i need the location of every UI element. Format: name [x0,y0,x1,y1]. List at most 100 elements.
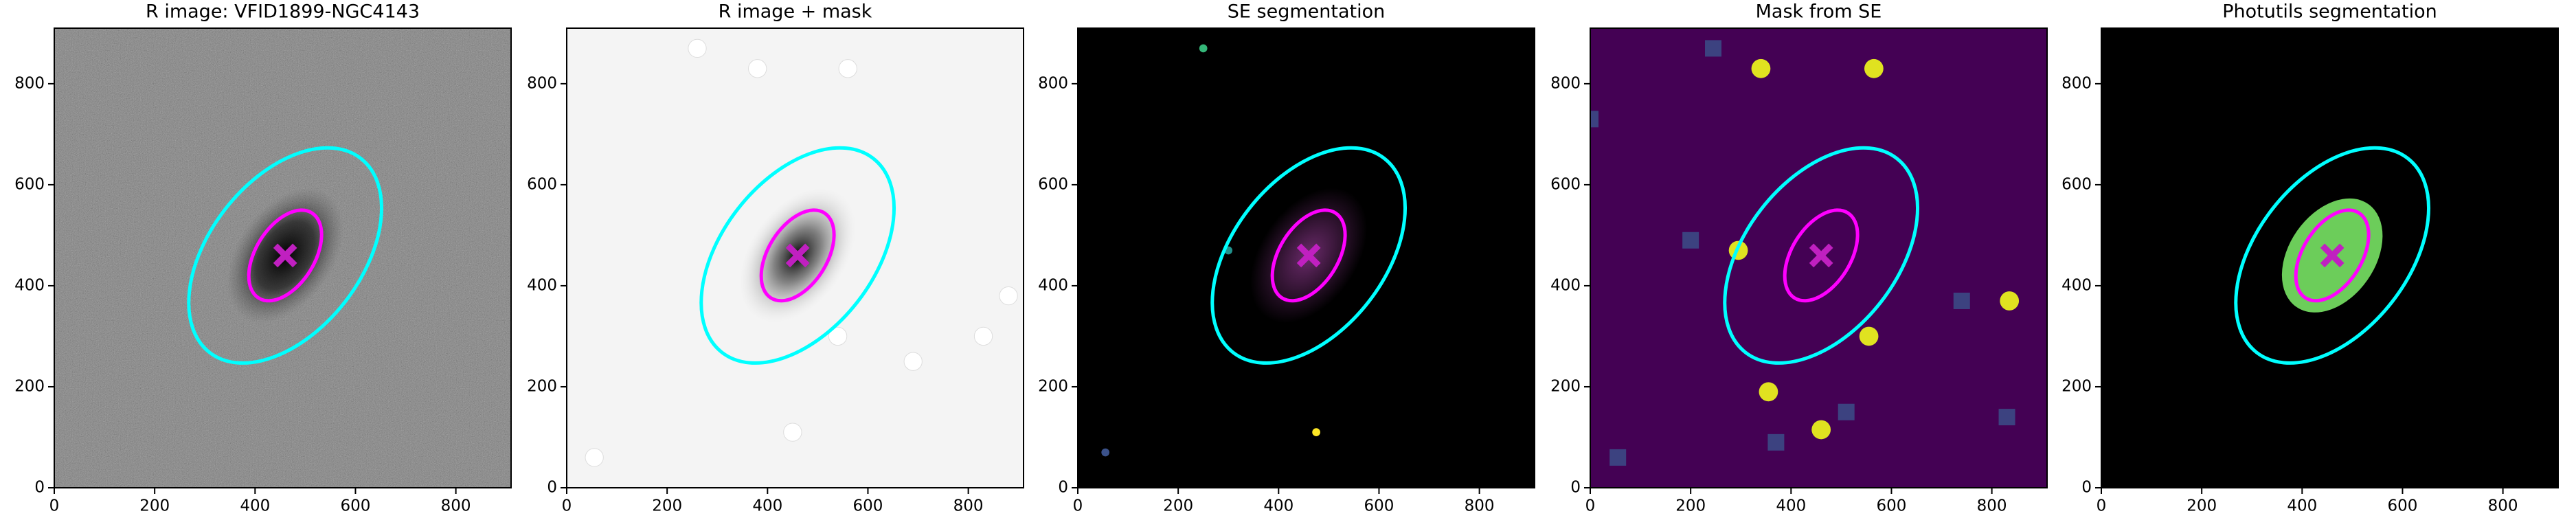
y-tick-label: 400 [1038,276,1068,294]
y-tick-label: 200 [2061,377,2092,395]
x-tick-label: 600 [1877,497,1907,515]
mask-region [1705,40,1722,57]
x-tick-label: 400 [240,497,270,515]
y-tick-label: 200 [1038,377,1068,395]
mask-source [1811,420,1831,440]
axes-frame [566,27,1024,488]
aperture-ellipse [1270,208,1347,303]
mask-source [1751,58,1771,78]
y-tick-label: 600 [2061,175,2092,193]
y-tick-label: 400 [1550,276,1581,294]
aperture-ellipse [2294,208,2371,303]
axes-frame [1077,27,1535,488]
segment [1199,44,1208,53]
x-tick-label: 200 [139,497,170,515]
axes-frame [1590,27,2048,488]
y-tick-label: 800 [2061,74,2092,92]
x-tick-label: 200 [652,497,682,515]
x-tick-label: 200 [1675,497,1706,515]
y-tick-label: 0 [34,479,45,497]
panel-title: Photutils segmentation [2222,1,2437,23]
aperture-ellipse [247,208,324,303]
panel: R image + mask 0 200 400 600 800 0 200 400 600 800 [527,1,1024,515]
mask-hole [585,448,604,467]
x-tick-label: 800 [953,497,984,515]
panel-title: Mask from SE [1756,1,1882,23]
mask-source [1759,382,1778,402]
y-tick-label: 0 [1570,479,1581,497]
aperture-ellipse [699,146,896,365]
y-tick-label: 600 [1038,175,1068,193]
x-tick-label: 200 [1163,497,1193,515]
mask-hole [828,326,848,346]
x-tick-label: 800 [1977,497,2007,515]
x-tick-label: 800 [2488,497,2518,515]
y-tick-label: 600 [1550,175,1581,193]
mask-hole [903,352,923,371]
y-tick-label: 800 [1038,74,1068,92]
panel: R image: VFID1899-NGC4143 0 200 400 600 800 0 2… [14,1,512,515]
x-tick-label: 400 [1776,497,1806,515]
axes-frame [2101,27,2559,488]
panel: Mask from SE 0 200 400 600 800 0 200 400 600 800 [1550,1,2048,515]
y-tick-label: 200 [1550,377,1581,395]
x-tick-label: 400 [2287,497,2317,515]
x-tick-label: 600 [341,497,371,515]
mask-hole [838,59,857,78]
y-tick-label: 800 [1550,74,1581,92]
x-tick-label: 0 [49,497,60,515]
y-tick-label: 0 [2081,479,2092,497]
mask-hole [688,38,707,58]
mask-region [1609,449,1627,466]
aperture-ellipse [1210,146,1408,365]
panel-title: R image: VFID1899-NGC4143 [146,1,420,23]
y-tick-label: 0 [547,479,557,497]
aperture-ellipse [1723,146,1920,365]
mask-hole [973,326,993,346]
aperture-ellipse [1783,208,1860,303]
y-tick-label: 800 [527,74,557,92]
x-tick-label: 0 [562,497,572,515]
mask-region [1590,111,1598,128]
aperture-ellipse [759,208,836,303]
mask-region [1838,403,1855,420]
x-tick-label: 0 [2097,497,2107,515]
mask-region [1682,232,1699,249]
y-tick-label: 600 [14,175,45,193]
y-tick-label: 600 [527,175,557,193]
axes-frame [54,27,512,488]
segment [1101,448,1110,457]
center-marker [1296,243,1321,268]
aperture-ellipse [2234,146,2431,365]
aperture-ellipse [187,146,384,365]
x-tick-label: 800 [441,497,471,515]
x-tick-label: 800 [1465,497,1495,515]
x-tick-label: 600 [853,497,883,515]
mask-source [2000,291,2020,311]
panel-title: SE segmentation [1228,1,1385,23]
y-tick-label: 200 [527,377,557,395]
mask-region [1998,409,2015,426]
center-marker [785,243,810,268]
mask-region [1953,292,1970,309]
y-tick-label: 400 [2061,276,2092,294]
mask-hole [999,286,1018,306]
segment [1312,428,1320,436]
x-tick-label: 0 [1073,497,1083,515]
mask-source [1859,326,1879,346]
y-tick-label: 0 [1058,479,1068,497]
y-tick-label: 800 [14,74,45,92]
mask-region [1767,433,1785,451]
panel: Photutils segmentation 0 200 400 600 800 0 200 4… [2061,1,2559,515]
y-tick-label: 400 [527,276,557,294]
panel-title: R image + mask [719,1,872,23]
x-tick-label: 400 [1263,497,1293,515]
center-marker [2320,243,2345,268]
panel: SE segmentation 0 200 400 600 800 0 200 400 600 80… [1038,1,1535,515]
y-tick-label: 200 [14,377,45,395]
x-tick-label: 600 [2388,497,2418,515]
mask-hole [783,423,802,442]
y-tick-label: 400 [14,276,45,294]
x-tick-label: 0 [1585,497,1596,515]
center-marker [1809,243,1833,268]
